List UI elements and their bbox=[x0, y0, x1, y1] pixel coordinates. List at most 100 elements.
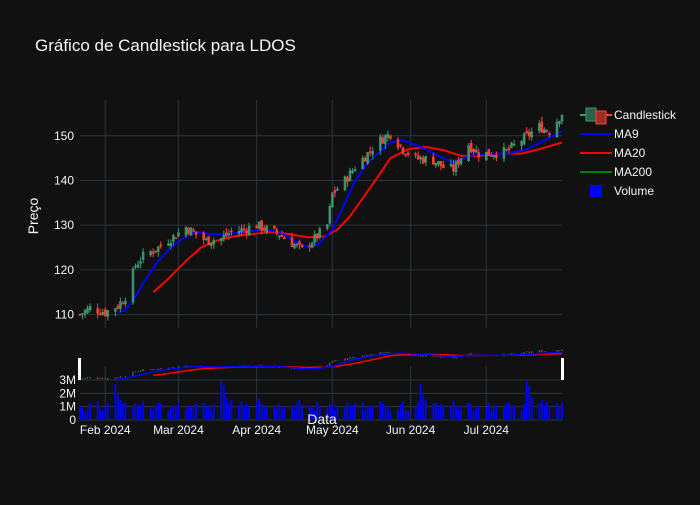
candle-up bbox=[114, 308, 117, 312]
candle-up bbox=[538, 123, 541, 131]
y-tick-label: 110 bbox=[55, 308, 74, 322]
candle-up bbox=[101, 312, 104, 315]
candle-down bbox=[280, 235, 284, 237]
legend-item-candle[interactable]: Candlestick bbox=[580, 107, 677, 125]
volume-tick-label: 2M bbox=[59, 386, 76, 400]
volume-bar bbox=[207, 405, 210, 420]
volume-bar bbox=[336, 406, 339, 420]
volume-bar bbox=[84, 412, 87, 420]
y-tick-label: 130 bbox=[54, 218, 74, 232]
mini-ma9-line bbox=[117, 351, 563, 380]
legend-label: MA200 bbox=[614, 165, 652, 179]
y-tick-label: 140 bbox=[54, 173, 74, 187]
candle-down bbox=[187, 227, 190, 234]
candle-down bbox=[414, 153, 417, 155]
candle-down bbox=[368, 151, 372, 153]
volume-bar bbox=[258, 398, 261, 420]
volume-bar bbox=[381, 404, 384, 420]
candle-up bbox=[136, 264, 140, 268]
volume-bar bbox=[220, 381, 223, 420]
volume-bar bbox=[349, 405, 351, 420]
volume-bar bbox=[397, 409, 399, 420]
candle-up bbox=[209, 242, 213, 246]
volume-bar bbox=[561, 402, 563, 420]
volume-bar bbox=[442, 405, 445, 420]
volume-bar bbox=[116, 394, 119, 420]
legend-item-ma9[interactable]: MA9 bbox=[580, 127, 639, 141]
candle-up bbox=[184, 227, 188, 236]
candle-down bbox=[432, 156, 435, 165]
candle-down bbox=[275, 229, 279, 234]
candle-up bbox=[351, 170, 354, 173]
candle-up bbox=[437, 161, 440, 165]
volume-bar bbox=[450, 406, 452, 420]
volume-bar bbox=[225, 397, 228, 420]
legend-label: Volume bbox=[614, 184, 654, 198]
volume-bar bbox=[467, 402, 470, 420]
candle-down bbox=[192, 229, 195, 232]
volume-bar bbox=[99, 409, 102, 420]
volume-bar bbox=[154, 405, 157, 420]
candle-down bbox=[333, 190, 337, 193]
candle-down bbox=[477, 152, 480, 158]
volume-bar bbox=[389, 412, 392, 420]
legend-item-volume[interactable]: Volume bbox=[590, 184, 654, 198]
range-handle-right[interactable] bbox=[561, 358, 564, 380]
volume-bar bbox=[298, 400, 301, 420]
volume-bar bbox=[379, 401, 382, 420]
candle-down bbox=[472, 149, 475, 153]
main-gridlines bbox=[80, 100, 562, 328]
volume-bar bbox=[477, 405, 480, 420]
y-axis-label: Preço bbox=[25, 198, 41, 235]
legend-item-ma200[interactable]: MA200 bbox=[580, 165, 652, 179]
volume-bar bbox=[361, 402, 364, 420]
volume-bar bbox=[540, 400, 543, 420]
candle-up bbox=[343, 176, 347, 191]
volume-bar bbox=[452, 401, 455, 420]
candle-down bbox=[389, 135, 392, 139]
volume-bar bbox=[119, 400, 122, 420]
candle-down bbox=[452, 164, 455, 172]
candle-up bbox=[295, 243, 299, 246]
candle-up bbox=[124, 300, 127, 305]
volume-bar bbox=[137, 405, 140, 420]
candle-up bbox=[492, 155, 496, 157]
volume-bar bbox=[205, 406, 208, 420]
x-tick-labels: Feb 2024 Mar 2024 Apr 2024 May 2024 Jun 2024… bbox=[80, 423, 509, 437]
candle-down bbox=[121, 302, 125, 305]
candle-down bbox=[98, 313, 102, 315]
candle-up bbox=[106, 310, 110, 317]
volume-bar bbox=[134, 404, 137, 420]
candle-down bbox=[381, 137, 385, 144]
legend[interactable]: Candlestick MA9 MA20 MA200 Volume bbox=[580, 107, 677, 198]
candle-down bbox=[363, 157, 367, 162]
candle-up bbox=[172, 234, 175, 242]
candle-down bbox=[116, 306, 120, 309]
volume-bar bbox=[132, 408, 134, 420]
candle-up bbox=[212, 240, 216, 245]
volume-bar bbox=[386, 408, 389, 420]
volume-bar bbox=[555, 404, 558, 420]
volume-bar bbox=[530, 397, 533, 420]
candle-up bbox=[119, 301, 122, 310]
volume-bar bbox=[472, 410, 475, 420]
range-slider-preview bbox=[78, 349, 564, 380]
candle-up bbox=[81, 313, 84, 315]
candle-down bbox=[255, 225, 258, 229]
volume-bar bbox=[280, 408, 283, 420]
candle-up bbox=[449, 163, 453, 167]
volume-bar bbox=[169, 408, 172, 420]
range-handle-left[interactable] bbox=[78, 358, 81, 380]
volume-bar bbox=[283, 406, 286, 420]
volume-bar bbox=[230, 400, 233, 420]
volume-tick-label: 0 bbox=[69, 413, 76, 427]
legend-item-ma20[interactable]: MA20 bbox=[580, 146, 646, 160]
legend-swatch-up bbox=[585, 107, 597, 122]
volume-bar bbox=[139, 406, 142, 420]
volume-bar bbox=[86, 409, 89, 420]
volume-bar bbox=[195, 404, 198, 420]
candle-up bbox=[379, 136, 382, 151]
candle-down bbox=[487, 149, 491, 156]
candle-down bbox=[174, 237, 178, 239]
